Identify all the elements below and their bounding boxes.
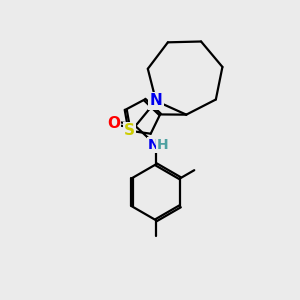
- Text: O: O: [107, 116, 120, 130]
- Text: H: H: [157, 138, 168, 152]
- Text: N: N: [148, 138, 160, 152]
- Text: S: S: [124, 123, 135, 138]
- Text: N: N: [150, 94, 162, 109]
